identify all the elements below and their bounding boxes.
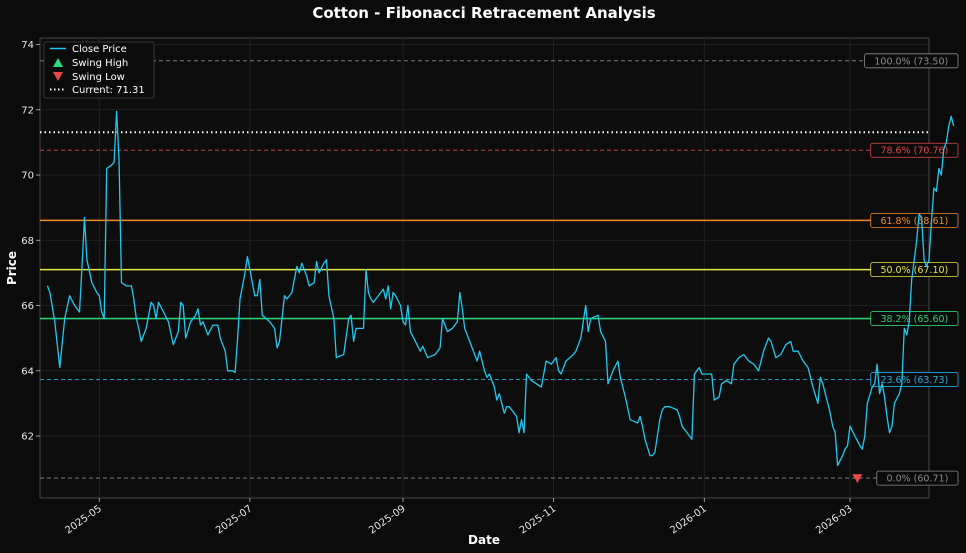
y-tick-label: 68 xyxy=(21,236,34,247)
legend-triangle-up-icon xyxy=(53,58,63,67)
y-tick-label: 62 xyxy=(21,432,34,443)
swing-low-marker xyxy=(852,474,863,484)
fib-level-label: 23.6% (63.73) xyxy=(880,375,948,386)
y-tick-label: 70 xyxy=(21,171,34,182)
fib-level-badge xyxy=(870,142,959,158)
y-tick-label: 66 xyxy=(21,301,34,312)
legend-close: Close Price xyxy=(72,44,127,55)
legend-box xyxy=(43,41,155,99)
fib-level-label: 100.0% (73.50) xyxy=(874,56,948,67)
fib-level-badge xyxy=(870,212,959,228)
fib-level-badge xyxy=(864,53,959,69)
y-axis-label: Price xyxy=(5,251,19,285)
legend-current: Current: 71.31 xyxy=(72,85,145,96)
fib-level-label: 78.6% (70.76) xyxy=(880,146,948,157)
legend-swing-high: Swing High xyxy=(72,58,128,69)
fib-level-badge xyxy=(870,372,959,387)
y-axis-ticks: 62 64 66 68 70 72 74 xyxy=(21,40,40,443)
fib-level-label: 0.0% (60.71) xyxy=(887,474,949,485)
y-tick-label: 74 xyxy=(21,40,34,51)
fib-level-label: 50.0% (67.10) xyxy=(880,265,948,276)
legend-swing-low: Swing Low xyxy=(72,72,125,83)
legend-triangle-down-icon xyxy=(53,72,63,81)
price-series xyxy=(46,110,955,467)
chart-title: Cotton - Fibonacci Retracement Analysis xyxy=(312,4,655,22)
fib-level-badge xyxy=(876,470,959,486)
y-tick-label: 72 xyxy=(21,105,34,116)
close-price-line xyxy=(46,110,955,467)
plot-area xyxy=(39,37,930,499)
fib-level-label: 61.8% (68.61) xyxy=(880,216,948,227)
fib-levels: 100.0% (73.50) 78.6% (70.76) 61.8% (68.61)… xyxy=(40,53,959,486)
y-tick-label: 64 xyxy=(21,366,34,377)
fib-level-label: 38.2% (65.60) xyxy=(880,314,948,325)
x-axis-label: Date xyxy=(468,533,500,547)
fib-level-badge xyxy=(870,311,959,326)
legend: Close Price Swing High Swing Low Current… xyxy=(43,41,155,99)
